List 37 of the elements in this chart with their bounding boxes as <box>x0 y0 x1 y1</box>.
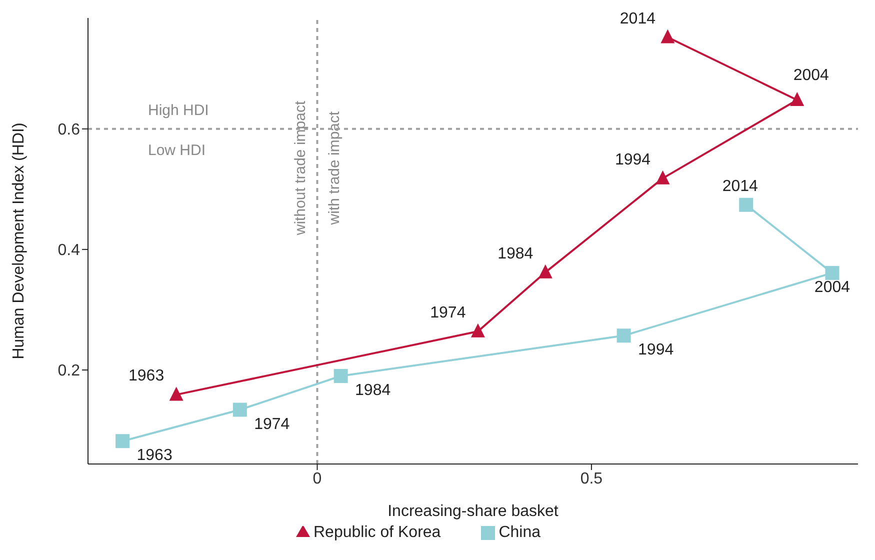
point <box>616 328 631 343</box>
point <box>739 198 754 212</box>
point <box>656 170 670 184</box>
annotation: 1963 <box>128 368 164 385</box>
annotation: with trade impact <box>326 110 344 226</box>
x-tick-label: 0 <box>312 470 322 488</box>
legend-label: China <box>498 524 540 541</box>
y-tick-label: 0.2 <box>58 362 80 380</box>
point <box>660 29 675 44</box>
point <box>470 323 485 338</box>
point <box>790 92 804 106</box>
point <box>334 369 348 384</box>
annotation: 1963 <box>136 447 172 464</box>
legend-label: Republic of Korea <box>314 524 441 541</box>
x-tick-label: 0.5 <box>580 470 603 488</box>
annotation: 1974 <box>254 416 290 433</box>
annotation: 1974 <box>430 304 466 322</box>
annotation: 1994 <box>614 151 651 168</box>
point <box>232 402 247 417</box>
ref-line-label: without trade impact <box>292 100 310 236</box>
ref-line-label: High HDI <box>148 102 209 119</box>
annotation: 1994 <box>638 342 674 359</box>
y-axis-title: Human Development Index (HDI) <box>10 122 28 360</box>
annotation: 1984 <box>498 245 534 262</box>
y-tick-label: 0.4 <box>58 242 80 260</box>
annotation: 2014 <box>620 10 656 28</box>
annotation: 2004 <box>793 66 830 84</box>
x-axis-title: Increasing-share basket <box>388 503 559 520</box>
annotation: Low HDI <box>148 142 206 159</box>
point <box>825 266 840 280</box>
annotation: 2004 <box>814 278 850 296</box>
annotation: 2014 <box>722 178 758 195</box>
point <box>116 434 130 448</box>
y-tick-label: 0.6 <box>58 122 80 139</box>
point <box>538 264 552 278</box>
point <box>169 386 184 401</box>
annotation: 1984 <box>355 382 391 400</box>
